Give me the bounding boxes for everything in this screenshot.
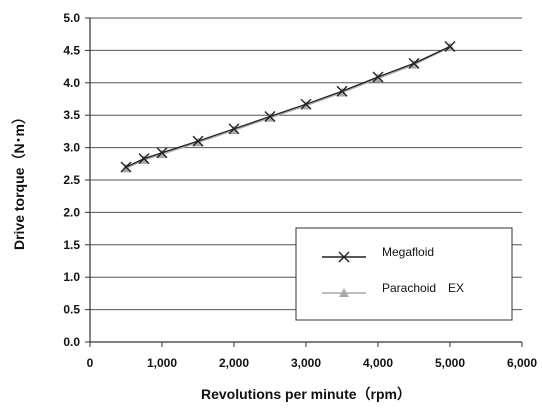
y-tick-label: 0.5 [63,303,80,317]
y-tick-label: 2.5 [63,173,80,187]
y-tick-label: 1.0 [63,270,80,284]
y-tick-label: 3.5 [63,108,80,122]
y-tick-label: 3.0 [63,141,80,155]
x-tick-label: 5,000 [435,356,465,370]
x-tick-labels: 0 1,000 2,000 3,000 4,000 5,000 6,000 [87,356,538,370]
legend: Megafloid Parachoid EX [295,227,513,321]
legend-box [295,227,513,321]
x-tick-label: 6,000 [507,356,537,370]
data-point-x-marker [336,85,348,97]
x-tick-label: 1,000 [147,356,177,370]
legend-label: Parachoid EX [382,281,464,295]
series-line [125,46,451,170]
series-megafloid [120,41,456,173]
x-tick-label: 4,000 [363,356,393,370]
data-point-x-marker [444,41,456,53]
x-tick-label: 3,000 [291,356,321,370]
y-axis-title: Drive torque（N･m） [11,110,27,250]
data-point-x-marker [138,153,150,165]
data-point-x-marker [120,161,132,173]
data-point-x-marker [192,135,204,147]
x-axis-title: Revolutions per minute（rpm） [201,386,411,402]
y-tick-label: 4.0 [63,76,80,90]
data-point-x-marker [228,123,240,135]
data-point-x-marker [372,71,384,83]
legend-entry: Megafloid [322,245,434,263]
x-tick-label: 0 [87,356,94,370]
y-tick-label: 2.0 [63,205,80,219]
data-point-triangle-marker [339,288,349,297]
series-line [125,45,451,168]
data-point-x-marker [156,147,168,159]
y-tick-label: 1.5 [63,238,80,252]
series-parachoid-ex [121,42,455,173]
data-point-x-marker [300,98,312,110]
y-tick-label: 0.0 [63,335,80,349]
y-tick-labels: 0.0 0.5 1.0 1.5 2.0 2.5 3.0 3.5 4.0 4.5 5.0 [63,11,80,349]
data-point-x-marker [408,57,420,69]
axes [85,17,523,347]
y-tick-label: 4.5 [63,43,80,57]
series-layer [120,41,456,173]
x-tick-label: 2,000 [219,356,249,370]
data-point-x-marker [338,251,350,263]
y-tick-label: 5.0 [63,11,80,25]
legend-entry: Parachoid EX [322,281,464,297]
grid-lines [90,17,522,311]
data-point-x-marker [264,111,276,122]
legend-label: Megafloid [382,245,434,259]
